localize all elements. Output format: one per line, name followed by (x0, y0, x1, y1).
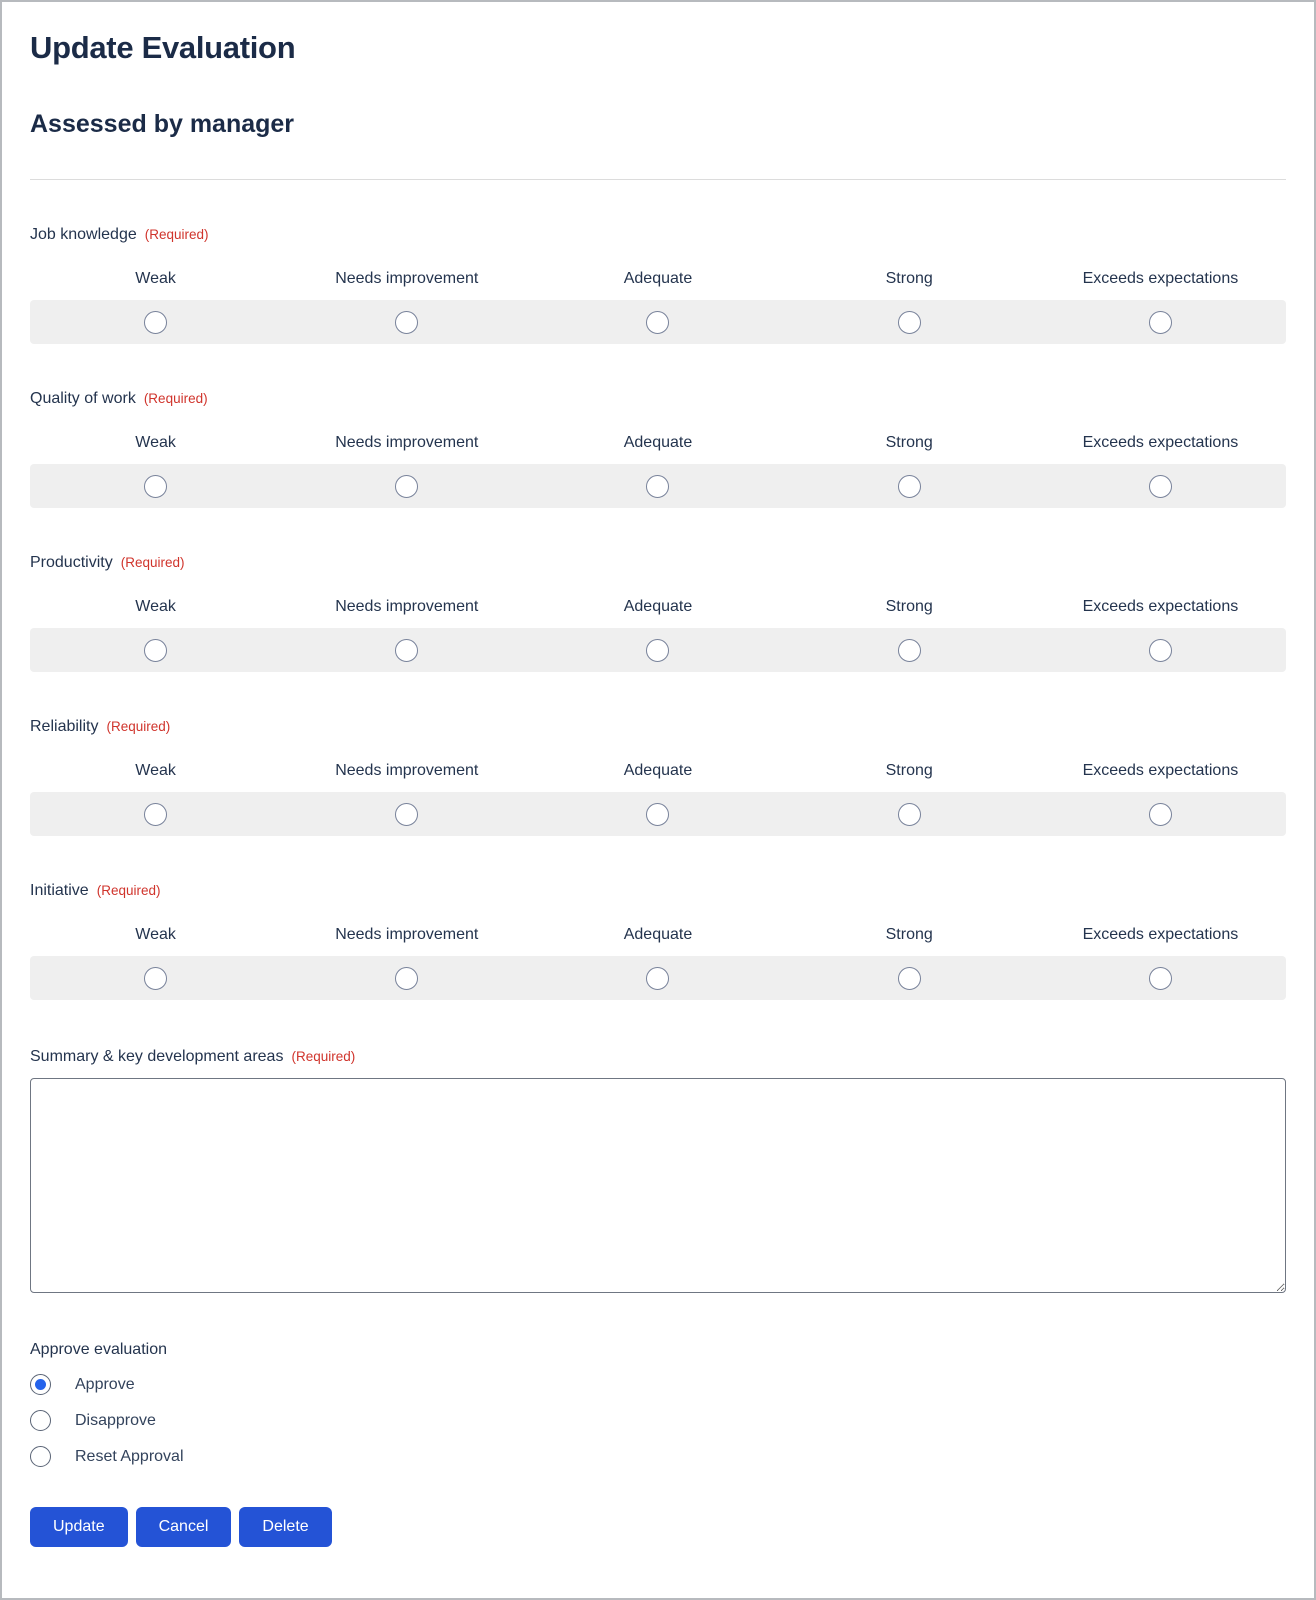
required-badge: (Required) (143, 391, 208, 406)
radio-dot (35, 1379, 46, 1390)
radio-adequate[interactable] (646, 802, 670, 826)
scale-label-weak: Weak (135, 762, 176, 779)
cancel-button[interactable]: Cancel (135, 1507, 232, 1547)
scale-header: Weak Needs improvement Adequate Strong E… (30, 926, 1286, 944)
summary-label: Summary & key development areas (30, 1048, 284, 1065)
rating-section-productivity: Productivity (Required) Weak Needs impro… (30, 554, 1286, 672)
approval-section: Approve evaluation Approve Disapprove Re… (30, 1341, 1286, 1467)
radio-adequate[interactable] (646, 310, 670, 334)
radio-weak[interactable] (144, 802, 168, 826)
scale-label-adequate: Adequate (623, 434, 693, 451)
scale-label-weak: Weak (135, 598, 176, 615)
update-button[interactable]: Update (30, 1507, 128, 1547)
radio-strong[interactable] (897, 474, 921, 498)
scale-header: Weak Needs improvement Adequate Strong E… (30, 270, 1286, 288)
scale-label-exceeds-expectations: Exceeds expectations (1082, 926, 1239, 943)
scale-label-exceeds-expectations: Exceeds expectations (1082, 598, 1239, 615)
rating-options-row (30, 300, 1286, 344)
approve-radio[interactable] (30, 1374, 51, 1395)
scale-header: Weak Needs improvement Adequate Strong E… (30, 762, 1286, 780)
approval-option-label: Reset Approval (75, 1447, 184, 1465)
approval-option-approve[interactable]: Approve (30, 1374, 1286, 1395)
scale-label-strong: Strong (885, 926, 933, 943)
summary-section: Summary & key development areas (Require… (30, 1048, 1286, 1293)
radio-adequate[interactable] (646, 966, 670, 990)
required-badge: (Required) (120, 555, 185, 570)
radio-strong[interactable] (897, 310, 921, 334)
scale-label-needs-improvement: Needs improvement (335, 270, 479, 287)
form-actions: Update Cancel Delete (30, 1507, 1286, 1547)
approval-option-label: Disapprove (75, 1411, 156, 1429)
rating-options-row (30, 956, 1286, 1000)
approval-group-label: Approve evaluation (30, 1341, 167, 1358)
page-title: Update Evaluation (30, 30, 296, 65)
scale-label-strong: Strong (885, 270, 933, 287)
scale-header: Weak Needs improvement Adequate Strong E… (30, 434, 1286, 452)
radio-needs-improvement[interactable] (395, 638, 419, 662)
scale-label-adequate: Adequate (623, 762, 693, 779)
required-badge: (Required) (96, 883, 161, 898)
radio-weak[interactable] (144, 474, 168, 498)
scale-label-weak: Weak (135, 926, 176, 943)
radio-exceeds-expectations[interactable] (1148, 638, 1172, 662)
field-label: Reliability (30, 718, 99, 735)
reset-approval-radio[interactable] (30, 1446, 51, 1467)
scale-label-strong: Strong (885, 434, 933, 451)
rating-section-reliability: Reliability (Required) Weak Needs improv… (30, 718, 1286, 836)
scale-header: Weak Needs improvement Adequate Strong E… (30, 598, 1286, 616)
scale-label-needs-improvement: Needs improvement (335, 598, 479, 615)
divider (30, 179, 1286, 180)
required-badge: (Required) (106, 719, 171, 734)
radio-needs-improvement[interactable] (395, 802, 419, 826)
radio-adequate[interactable] (646, 474, 670, 498)
approval-option-reset-approval[interactable]: Reset Approval (30, 1446, 1286, 1467)
scale-label-exceeds-expectations: Exceeds expectations (1082, 270, 1239, 287)
scale-label-needs-improvement: Needs improvement (335, 434, 479, 451)
scale-label-adequate: Adequate (623, 270, 693, 287)
rating-options-row (30, 792, 1286, 836)
field-label: Productivity (30, 554, 113, 571)
rating-section-job-knowledge: Job knowledge (Required) Weak Needs impr… (30, 226, 1286, 344)
radio-strong[interactable] (897, 966, 921, 990)
field-label: Initiative (30, 882, 89, 899)
delete-button[interactable]: Delete (239, 1507, 332, 1547)
radio-weak[interactable] (144, 310, 168, 334)
scale-label-exceeds-expectations: Exceeds expectations (1082, 762, 1239, 779)
form-subtitle: Assessed by manager (30, 110, 295, 138)
scale-label-adequate: Adequate (623, 598, 693, 615)
radio-exceeds-expectations[interactable] (1148, 966, 1172, 990)
radio-strong[interactable] (897, 638, 921, 662)
radio-needs-improvement[interactable] (395, 310, 419, 334)
scale-label-strong: Strong (885, 598, 933, 615)
rating-section-initiative: Initiative (Required) Weak Needs improve… (30, 882, 1286, 1000)
rating-options-row (30, 628, 1286, 672)
radio-needs-improvement[interactable] (395, 474, 419, 498)
required-badge: (Required) (291, 1049, 356, 1064)
radio-strong[interactable] (897, 802, 921, 826)
radio-exceeds-expectations[interactable] (1148, 802, 1172, 826)
radio-exceeds-expectations[interactable] (1148, 310, 1172, 334)
rating-section-quality-of-work: Quality of work (Required) Weak Needs im… (30, 390, 1286, 508)
scale-label-strong: Strong (885, 762, 933, 779)
required-badge: (Required) (144, 227, 209, 242)
approval-option-disapprove[interactable]: Disapprove (30, 1410, 1286, 1431)
radio-exceeds-expectations[interactable] (1148, 474, 1172, 498)
radio-weak[interactable] (144, 966, 168, 990)
radio-weak[interactable] (144, 638, 168, 662)
radio-adequate[interactable] (646, 638, 670, 662)
scale-label-exceeds-expectations: Exceeds expectations (1082, 434, 1239, 451)
scale-label-needs-improvement: Needs improvement (335, 926, 479, 943)
scale-label-weak: Weak (135, 434, 176, 451)
radio-needs-improvement[interactable] (395, 966, 419, 990)
scale-label-weak: Weak (135, 270, 176, 287)
summary-textarea[interactable] (30, 1078, 1286, 1293)
field-label: Quality of work (30, 390, 136, 407)
approval-option-label: Approve (75, 1375, 135, 1393)
scale-label-needs-improvement: Needs improvement (335, 762, 479, 779)
rating-options-row (30, 464, 1286, 508)
disapprove-radio[interactable] (30, 1410, 51, 1431)
field-label: Job knowledge (30, 226, 137, 243)
scale-label-adequate: Adequate (623, 926, 693, 943)
